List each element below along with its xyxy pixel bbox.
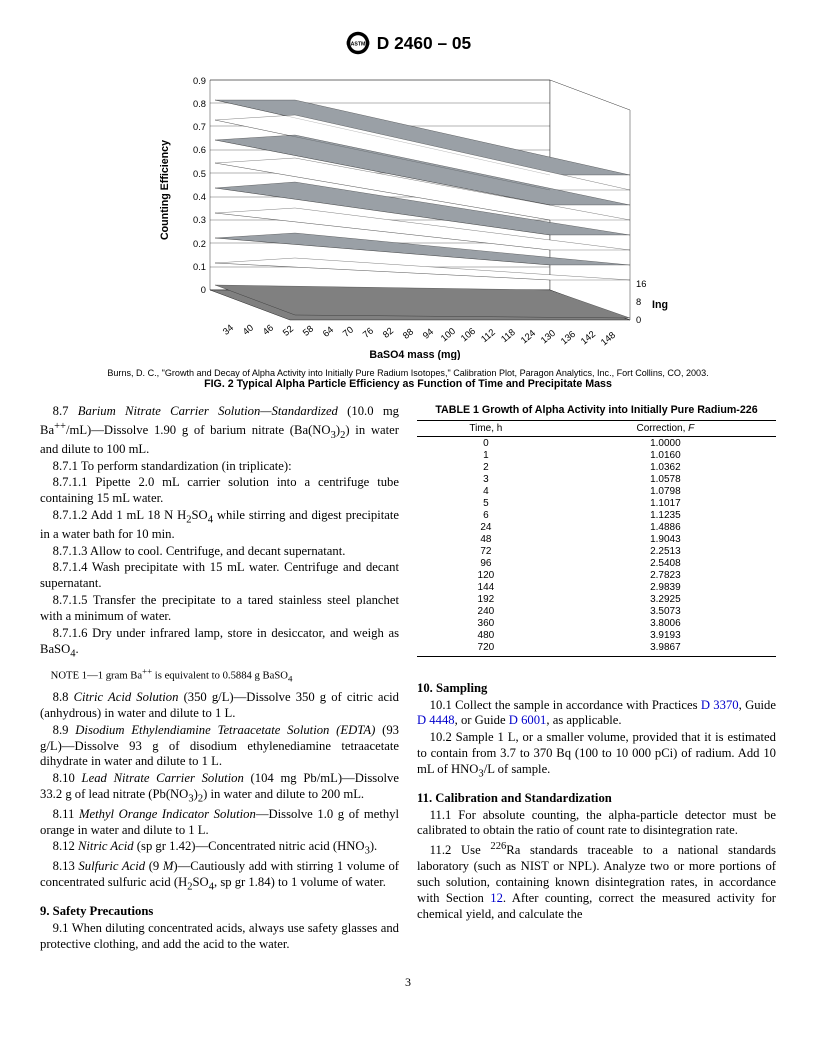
table-col-time: Time, h xyxy=(417,421,555,437)
link-section-12[interactable]: 12 xyxy=(490,891,503,905)
para-8-7-1: 8.7.1 To perform standardization (in tri… xyxy=(40,459,399,475)
para-8-7-1-1: 8.7.1.1 Pipette 2.0 mL carrier solution … xyxy=(40,475,399,507)
para-8-7-1-6: 8.7.1.6 Dry under infrared lamp, store i… xyxy=(40,626,399,661)
left-column: 8.7 Barium Nitrate Carrier Solution—Stan… xyxy=(40,404,399,953)
table-row: 1923.2925 xyxy=(417,593,776,605)
svg-text:0.6: 0.6 xyxy=(193,145,206,155)
figure-2: 0 0.1 0.2 0.3 0.4 0.5 0.6 0.7 0.8 0.9 34… xyxy=(40,70,776,364)
para-8-7-1-3: 8.7.1.3 Allow to cool. Centrifuge, and d… xyxy=(40,544,399,560)
table-row: 51.1017 xyxy=(417,497,776,509)
svg-text:94: 94 xyxy=(421,327,435,341)
para-9-1: 9.1 When diluting concentrated acids, al… xyxy=(40,921,399,953)
table-row: 2403.5073 xyxy=(417,605,776,617)
table-row: 41.0798 xyxy=(417,485,776,497)
svg-text:130: 130 xyxy=(539,328,557,346)
svg-text:106: 106 xyxy=(459,326,477,344)
table-col-correction: Correction, F xyxy=(555,421,776,437)
page-header: ASTM D 2460 – 05 xyxy=(40,30,776,60)
para-10-1: 10.1 Collect the sample in accordance wi… xyxy=(417,698,776,730)
svg-text:112: 112 xyxy=(479,327,497,344)
para-11-2: 11.2 Use 226Ra standards traceable to a … xyxy=(417,840,776,922)
note-1: NOTE 1—1 gram Ba++ is equivalent to 0.58… xyxy=(40,666,399,684)
table-row: 3603.8006 xyxy=(417,617,776,629)
table-row: 61.1235 xyxy=(417,509,776,521)
table-row: 21.0362 xyxy=(417,461,776,473)
svg-text:100: 100 xyxy=(439,326,457,344)
table-row: 481.9043 xyxy=(417,533,776,545)
z-axis-label: Ingrowth Days xyxy=(652,299,668,311)
para-8-7-1-4: 8.7.1.4 Wash precipitate with 15 mL wate… xyxy=(40,560,399,592)
svg-text:0.2: 0.2 xyxy=(193,239,206,249)
svg-text:0.5: 0.5 xyxy=(193,169,206,179)
svg-text:0.4: 0.4 xyxy=(193,192,206,202)
designation: D 2460 – 05 xyxy=(377,33,471,54)
svg-text:46: 46 xyxy=(261,323,275,337)
svg-text:70: 70 xyxy=(341,325,355,339)
svg-text:0.8: 0.8 xyxy=(193,99,206,109)
section-9-heading: 9. Safety Precautions xyxy=(40,904,399,919)
svg-text:136: 136 xyxy=(559,329,577,347)
astm-logo-icon: ASTM xyxy=(345,30,371,56)
svg-text:8: 8 xyxy=(636,297,641,307)
svg-text:16: 16 xyxy=(636,279,646,289)
para-11-1: 11.1 For absolute counting, the alpha-pa… xyxy=(417,808,776,840)
svg-text:0: 0 xyxy=(201,285,206,295)
table-1: Time, h Correction, F 01.000011.016021.0… xyxy=(417,420,776,657)
svg-text:0.1: 0.1 xyxy=(193,262,206,272)
para-8-7-1-2: 8.7.1.2 Add 1 mL 18 N H2SO4 while stirri… xyxy=(40,508,399,543)
svg-text:142: 142 xyxy=(579,329,597,347)
svg-text:0: 0 xyxy=(636,315,641,325)
table-row: 241.4886 xyxy=(417,521,776,533)
para-8-9: 8.9 Disodium Ethylendiamine Tetraacetate… xyxy=(40,723,399,770)
table-row: 7203.9867 xyxy=(417,641,776,656)
para-8-13: 8.13 Sulfuric Acid (9 M)—Cautiously add … xyxy=(40,859,399,894)
y-axis-label: Counting Efficiency xyxy=(159,140,171,240)
table-row: 962.5408 xyxy=(417,557,776,569)
svg-text:64: 64 xyxy=(321,325,335,339)
para-8-7-1-5: 8.7.1.5 Transfer the precipitate to a ta… xyxy=(40,593,399,625)
right-column: TABLE 1 Growth of Alpha Activity into In… xyxy=(417,404,776,953)
table-row: 01.0000 xyxy=(417,437,776,450)
table-row: 1202.7823 xyxy=(417,569,776,581)
svg-text:52: 52 xyxy=(281,324,295,338)
link-d3370[interactable]: D 3370 xyxy=(701,698,739,712)
svg-text:ASTM: ASTM xyxy=(350,42,365,48)
table-row: 722.2513 xyxy=(417,545,776,557)
para-8-10: 8.10 Lead Nitrate Carrier Solution (104 … xyxy=(40,771,399,806)
table-row: 4803.9193 xyxy=(417,629,776,641)
para-8-7: 8.7 Barium Nitrate Carrier Solution—Stan… xyxy=(40,404,399,458)
table-row: 1442.9839 xyxy=(417,581,776,593)
svg-text:118: 118 xyxy=(499,327,517,344)
svg-text:0.9: 0.9 xyxy=(193,76,206,86)
surface-chart-icon: 0 0.1 0.2 0.3 0.4 0.5 0.6 0.7 0.8 0.9 34… xyxy=(148,70,668,360)
svg-text:88: 88 xyxy=(401,327,415,341)
svg-text:76: 76 xyxy=(361,326,375,340)
section-10-heading: 10. Sampling xyxy=(417,681,776,696)
table-row: 11.0160 xyxy=(417,449,776,461)
figure-source: Burns, D. C., "Growth and Decay of Alpha… xyxy=(40,368,776,378)
svg-text:124: 124 xyxy=(519,328,537,346)
svg-text:0.7: 0.7 xyxy=(193,122,206,132)
svg-text:0.3: 0.3 xyxy=(193,215,206,225)
para-8-11: 8.11 Methyl Orange Indicator Solution—Di… xyxy=(40,807,399,839)
link-d4448[interactable]: D 4448 xyxy=(417,713,455,727)
page-number: 3 xyxy=(40,975,776,990)
link-d6001[interactable]: D 6001 xyxy=(509,713,547,727)
para-8-8: 8.8 Citric Acid Solution (350 g/L)—Disso… xyxy=(40,690,399,722)
svg-text:40: 40 xyxy=(241,323,255,337)
svg-text:82: 82 xyxy=(381,326,395,340)
x-axis-label: BaSO4 mass (mg) xyxy=(369,349,461,360)
table-row: 31.0578 xyxy=(417,473,776,485)
figure-caption: FIG. 2 Typical Alpha Particle Efficiency… xyxy=(40,378,776,390)
para-8-12: 8.12 Nitric Acid (sp gr 1.42)—Concentrat… xyxy=(40,839,399,858)
para-10-2: 10.2 Sample 1 L, or a smaller volume, pr… xyxy=(417,730,776,780)
table-1-title: TABLE 1 Growth of Alpha Activity into In… xyxy=(417,404,776,416)
section-11-heading: 11. Calibration and Standardization xyxy=(417,791,776,806)
svg-text:58: 58 xyxy=(301,324,315,338)
svg-text:34: 34 xyxy=(221,323,235,337)
svg-text:148: 148 xyxy=(599,330,617,348)
